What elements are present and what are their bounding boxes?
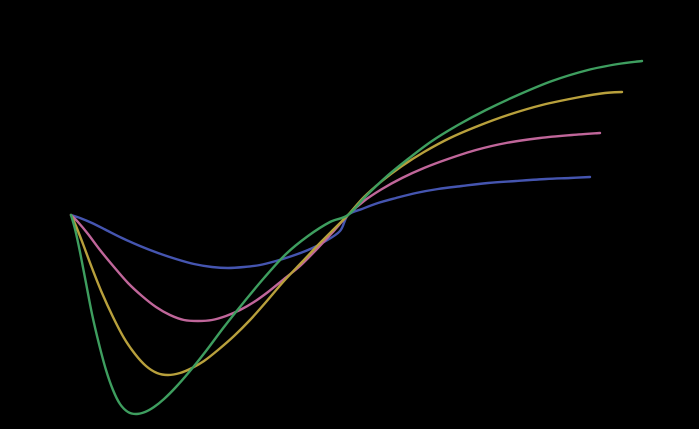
curves-group: [69, 59, 644, 416]
curve-line-1: [69, 175, 592, 270]
curve-line-3: [69, 90, 624, 377]
curve-line-2: [69, 131, 602, 323]
curve-line-4: [69, 59, 644, 416]
